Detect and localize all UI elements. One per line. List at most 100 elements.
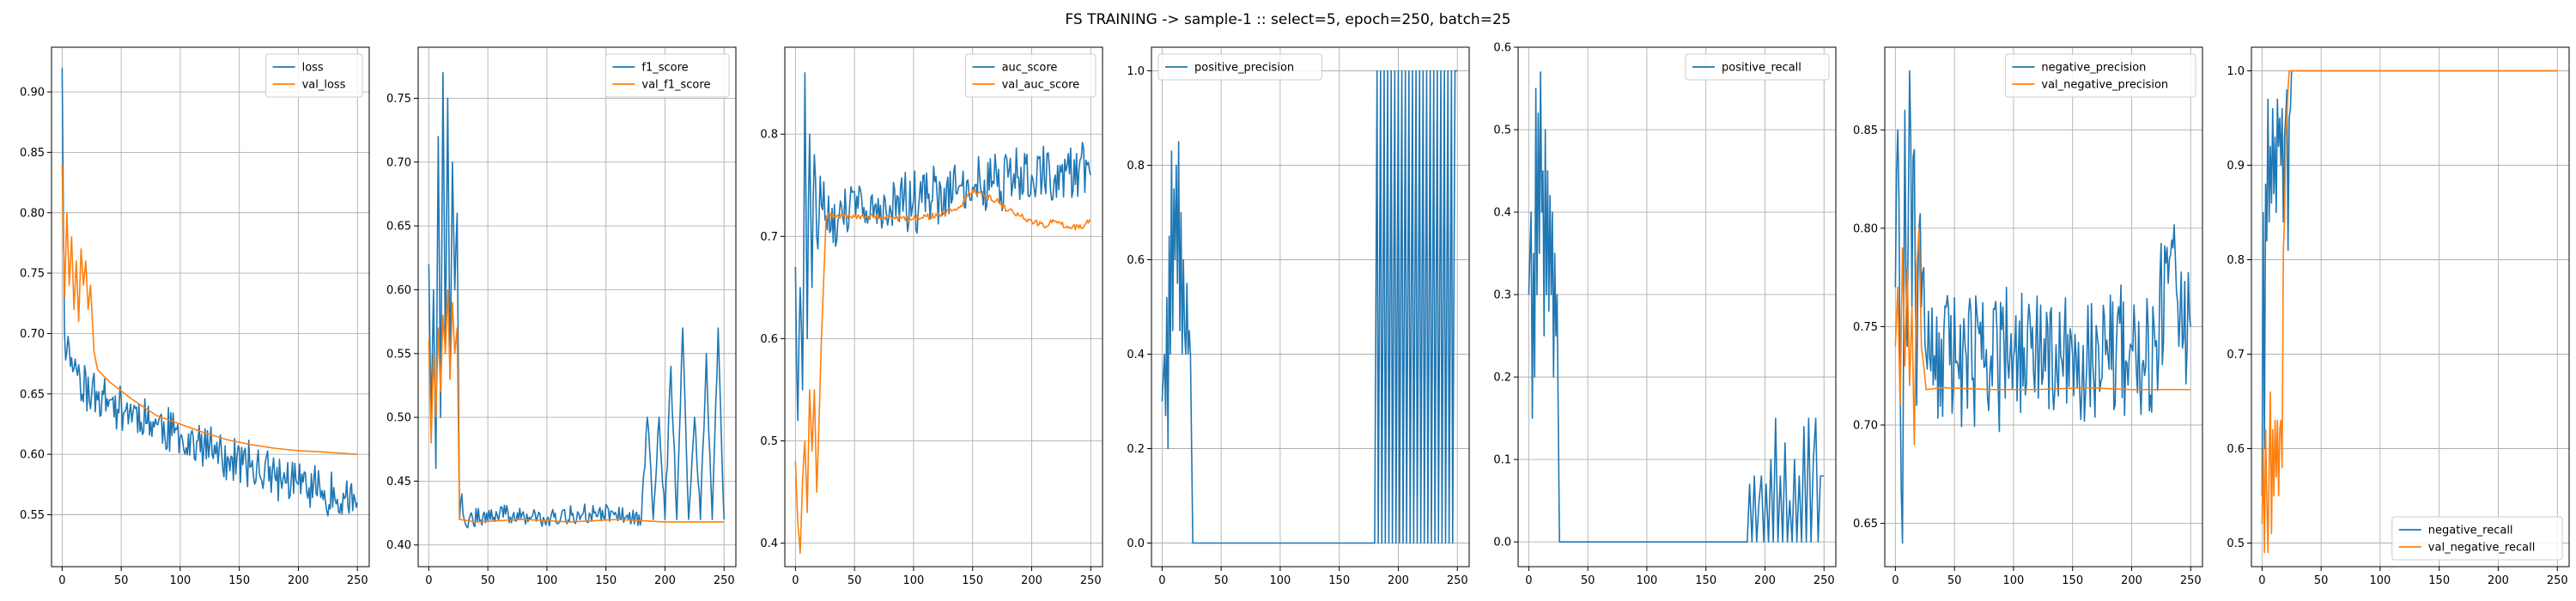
x-tick-label: 50 [114,574,129,587]
x-tick-label: 50 [481,574,495,587]
x-tick-label: 50 [1214,574,1229,587]
series-line-val_auc_score [794,188,1091,555]
series-line-val_loss [61,164,358,455]
y-tick-label: 0.75 [386,93,411,106]
x-tick-label: 250 [347,574,368,587]
x-tick-label: 50 [848,574,862,587]
legend-label: negative_precision [2041,62,2146,75]
legend-box [1685,53,1830,81]
axes-frame [1517,46,1837,568]
y-tick-label: 0.4 [1127,349,1145,361]
y-tick-label: 0.90 [20,87,45,100]
series-line-negative_precision [1894,70,2192,544]
series-line-val_f1_score [428,288,725,523]
y-tick-label: 0.6 [760,333,778,346]
y-tick-label: 0.9 [2227,160,2245,173]
legend-label: positive_recall [1722,62,1801,75]
x-tick-label: 100 [2370,574,2391,587]
legend-label: auc_score [1002,62,1058,75]
y-tick-label: 0.80 [20,207,45,220]
legend-label: loss [302,62,324,75]
y-tick-label: 0.8 [760,129,778,142]
y-tick-label: 0.5 [1493,124,1511,137]
y-tick-label: 0.6 [2227,443,2245,456]
axes-frame [2251,46,2570,568]
subplot-1: 0 50 100 150 200 250 0.55 0.60 0.65 0.70 0.75 0.80 0… [20,46,370,587]
x-tick-label: 150 [228,574,250,587]
x-tick-label: 0 [58,574,65,587]
y-tick-label: 0.80 [1853,222,1878,235]
y-tick-label: 0.4 [1493,207,1511,220]
y-tick-label: 0.60 [386,284,411,297]
subplot-3: 0 50 100 150 200 250 0.4 0.5 0.6 0.7 0.8 auc_scorev… [760,46,1103,587]
x-tick-label: 100 [170,574,191,587]
series-line-positive_precision [1161,70,1458,544]
y-tick-label: 0.8 [1127,160,1145,173]
series-line-positive_recall [1528,71,1825,543]
y-tick-label: 0.0 [1493,537,1511,549]
x-tick-label: 100 [1637,574,1658,587]
x-tick-label: 250 [714,574,735,587]
x-tick-label: 50 [1947,574,1962,587]
legend-box [265,53,363,98]
legend: positive_precision [1157,53,1322,81]
series-line-loss [61,67,359,517]
legend-label: f1_score [641,62,688,75]
legend: loss val_loss [265,53,363,98]
x-tick-label: 200 [1754,574,1776,587]
x-tick-label: 250 [1814,574,1835,587]
y-tick-label: 0.75 [1853,321,1878,334]
legend-label: val_negative_recall [2428,542,2536,555]
x-tick-label: 250 [2547,574,2568,587]
y-tick-label: 1.0 [1127,65,1145,78]
y-tick-label: 0.65 [20,388,45,401]
y-tick-label: 0.8 [2227,254,2245,267]
x-tick-label: 50 [1581,574,1595,587]
y-tick-label: 0.3 [1493,289,1511,302]
y-tick-label: 0.2 [1493,372,1511,385]
y-tick-label: 0.0 [1127,537,1145,550]
legend: negative_recall val_negative_recall [2391,516,2563,561]
x-tick-label: 200 [1021,574,1042,587]
figure-title: FS TRAINING -> sample-1 :: select=5, epo… [1065,11,1510,28]
legend-box [2004,53,2196,98]
y-tick-label: 0.60 [20,449,45,462]
legend-label: val_loss [302,79,346,92]
x-tick-label: 0 [1525,574,1532,587]
subplot-4: 0 50 100 150 200 250 0.0 0.2 0.4 0.6 0.8 1.0 positiv… [1127,46,1470,587]
series-line-val_negative_precision [1894,228,2191,446]
series-line-auc_score [794,71,1092,422]
x-tick-label: 100 [537,574,558,587]
x-tick-label: 150 [2062,574,2083,587]
y-tick-label: 0.65 [386,221,411,234]
x-tick-label: 150 [962,574,983,587]
y-tick-label: 0.70 [386,156,411,169]
legend: positive_recall [1685,53,1830,81]
x-tick-label: 150 [1695,574,1716,587]
axes-frame [1151,46,1470,568]
y-tick-label: 0.5 [2227,537,2245,550]
y-tick-label: 0.65 [1853,518,1878,531]
x-tick-label: 200 [2488,574,2509,587]
legend-label: val_f1_score [641,79,710,92]
y-tick-label: 0.85 [1853,124,1878,137]
x-tick-label: 250 [1447,574,1468,587]
x-tick-label: 200 [1388,574,1409,587]
y-tick-label: 0.7 [760,231,778,244]
legend: auc_score val_auc_score [965,53,1097,98]
y-tick-label: 0.70 [1853,420,1878,433]
x-tick-label: 150 [2428,574,2450,587]
y-tick-label: 0.55 [20,509,45,522]
x-tick-label: 0 [1158,574,1165,587]
x-tick-label: 0 [792,574,799,587]
subplot-6: 0 50 100 150 200 250 0.65 0.70 0.75 0.80 0.85 negat… [1853,46,2203,587]
legend-label: val_negative_precision [2041,79,2168,92]
y-tick-label: 0.50 [386,412,411,425]
series-line-f1_score [428,71,726,529]
axes-frame [51,46,370,568]
subplot-grid: 0 50 100 150 200 2500.550.600.650.700.750.800… [20,42,2570,587]
axes-frame [1884,46,2203,568]
y-tick-label: 0.5 [760,435,778,448]
subplot-2: 0 50 100 150 200 250 0.40 0.45 0.50 0.55 0.60 0.65 0… [386,46,737,587]
x-tick-label: 100 [1270,574,1291,587]
